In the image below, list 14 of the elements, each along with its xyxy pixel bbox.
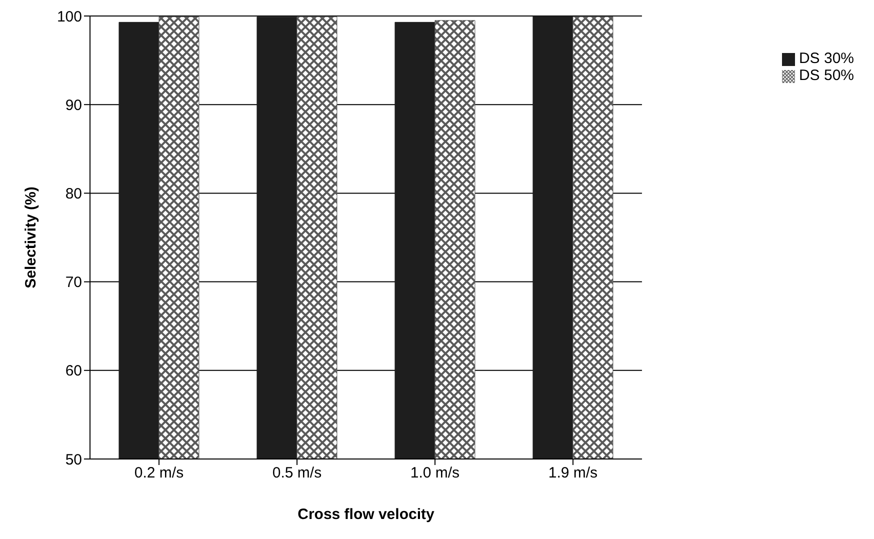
x-tick-label: 0.5 m/s xyxy=(272,464,322,482)
y-tick-label: 100 xyxy=(56,8,82,26)
legend-label: DS 30% xyxy=(798,50,854,67)
x-tick-label: 1.0 m/s xyxy=(410,464,460,482)
y-tick-label: 70 xyxy=(65,274,82,292)
y-tick-label: 80 xyxy=(65,186,82,203)
x-tick-label: 1.9 m/s xyxy=(548,464,598,482)
x-axis-title: Cross flow velocity xyxy=(298,506,435,523)
y-tick-label: 60 xyxy=(65,362,82,380)
y-tick-label: 90 xyxy=(65,96,82,114)
y-axis-title: Selectivity (%) xyxy=(22,186,40,288)
legend-label: DS 50% xyxy=(798,67,854,84)
y-tick-label: 50 xyxy=(65,451,82,468)
x-tick-label: 0.2 m/s xyxy=(134,464,184,482)
